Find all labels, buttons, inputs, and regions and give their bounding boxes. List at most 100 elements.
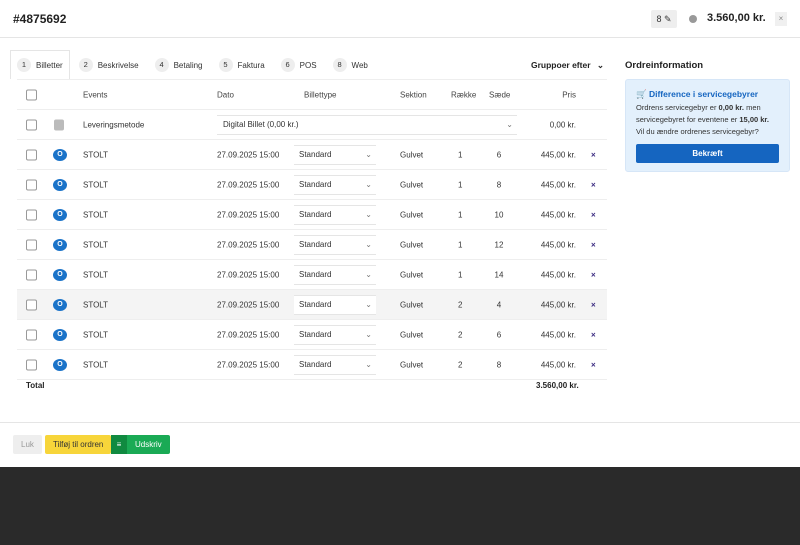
ticket-icon: ✎ (663, 14, 672, 24)
alert-text-3: Vil du ændre ordrenes servicegebyr? (636, 127, 759, 136)
status-dot (689, 15, 697, 23)
ticket-price: 445,00 kr. (540, 240, 576, 249)
order-fee: 0,00 kr. (718, 103, 744, 112)
chevron-down-icon: ⌄ (365, 209, 372, 219)
tab-beskrivelse[interactable]: 2 Beskrivelse (72, 50, 146, 79)
ticket-price: 445,00 kr. (540, 330, 576, 339)
close-button[interactable]: Luk (13, 435, 42, 454)
tab-web[interactable]: 8 Web (326, 50, 375, 79)
ticket-type-select[interactable]: Standard ⌄ (294, 174, 376, 195)
remove-icon[interactable]: × (591, 210, 596, 219)
ticket-type-select[interactable]: Standard ⌄ (294, 354, 376, 375)
row-checkbox[interactable] (26, 239, 37, 250)
event-date: 27.09.2025 15:00 (217, 150, 280, 159)
event-date: 27.09.2025 15:00 (217, 180, 280, 189)
event-name: STOLT (83, 330, 109, 339)
tab-count: 8 (332, 58, 347, 72)
seat-number: 6 (496, 330, 502, 339)
tab-faktura[interactable]: 5 Faktura (212, 50, 272, 79)
tab-label: Faktura (237, 60, 265, 70)
ticket-type-value: Standard (299, 209, 332, 219)
order-info-panel: Ordreinformation 🛒 Difference i serviceg… (625, 60, 790, 172)
row-checkbox[interactable] (26, 359, 37, 370)
delivery-select[interactable]: Digital Billet (0,00 kr.) ⌄ (217, 114, 517, 135)
col-date: Dato (217, 90, 234, 99)
row-checkbox[interactable] (26, 149, 37, 160)
tab-label: Billetter (36, 60, 63, 70)
seat-number: 4 (496, 300, 502, 309)
row-number: 1 (458, 210, 463, 219)
col-section: Sektion (400, 90, 427, 99)
chevron-down-icon: ⌄ (365, 269, 372, 279)
ticket-type-select[interactable]: Standard ⌄ (294, 144, 376, 165)
table-row: O STOLT 27.09.2025 15:00 Standard ⌄ Gulve… (17, 260, 607, 290)
ticket-type-value: Standard (299, 359, 332, 369)
remove-icon[interactable]: × (591, 180, 596, 189)
print-button[interactable]: ≡ Udskriv (111, 435, 170, 454)
remove-icon[interactable]: × (591, 240, 596, 249)
total-label: Total (26, 381, 45, 390)
seat-number: 14 (494, 270, 504, 279)
tab-label: POS (299, 60, 317, 70)
seat-number: 6 (496, 150, 502, 159)
remove-icon[interactable]: × (591, 330, 596, 339)
ticket-type-select[interactable]: Standard ⌄ (294, 264, 376, 285)
ticket-status-badge: O (53, 238, 67, 251)
tab-billetter[interactable]: 1 Billetter (10, 50, 70, 79)
chevron-down-icon: ⌄ (506, 119, 513, 129)
chevron-down-icon: ⌄ (365, 239, 372, 249)
tickets-table: Events Dato Billettype Sektion Række Sæd… (17, 79, 607, 380)
row-checkbox[interactable] (26, 269, 37, 280)
section: Gulvet (400, 270, 424, 279)
col-events: Events (83, 90, 108, 99)
tab-betaling[interactable]: 4 Betaling (148, 50, 210, 79)
ticket-price: 445,00 kr. (540, 150, 576, 159)
table-row: O STOLT 27.09.2025 15:00 Standard ⌄ Gulve… (17, 200, 607, 230)
row-number: 2 (458, 330, 463, 339)
ticket-status-badge: O (53, 208, 67, 221)
remove-icon[interactable]: × (591, 360, 596, 369)
ticket-price: 445,00 kr. (540, 360, 576, 369)
col-seat: Sæde (489, 90, 511, 99)
col-price: Pris (562, 90, 576, 99)
chevron-down-icon: ⌄ (365, 359, 372, 369)
ticket-status-badge: O (53, 358, 67, 371)
chevron-down-icon: ⌄ (365, 149, 372, 159)
row-checkbox[interactable] (26, 119, 37, 130)
ticket-type-value: Standard (299, 239, 332, 249)
tab-pos[interactable]: 6 POS (274, 50, 324, 79)
row-checkbox[interactable] (26, 299, 37, 310)
total-value: 3.560,00 kr. (536, 381, 579, 390)
delivery-value: Digital Billet (0,00 kr.) (223, 119, 299, 129)
add-to-order-button[interactable]: Tilføj til ordren (45, 435, 112, 454)
ticket-type-select[interactable]: Standard ⌄ (294, 204, 376, 225)
event-name: STOLT (83, 180, 109, 189)
row-number: 1 (458, 150, 463, 159)
remove-icon[interactable]: × (591, 300, 596, 309)
row-checkbox[interactable] (26, 179, 37, 190)
ticket-type-select[interactable]: Standard ⌄ (294, 324, 376, 345)
ticket-price: 445,00 kr. (540, 180, 576, 189)
ticket-type-value: Standard (299, 329, 332, 339)
group-by-dropdown[interactable]: Gruppoer efter ⌄ (531, 60, 604, 71)
table-row: O STOLT 27.09.2025 15:00 Standard ⌄ Gulve… (17, 140, 607, 170)
ticket-type-select[interactable]: Standard ⌄ (294, 294, 376, 315)
close-icon[interactable]: × (775, 12, 787, 26)
ticket-price: 445,00 kr. (540, 270, 576, 279)
remove-icon[interactable]: × (591, 150, 596, 159)
tab-count: 4 (154, 58, 169, 72)
row-number: 1 (458, 180, 463, 189)
row-checkbox[interactable] (26, 329, 37, 340)
ticket-type-select[interactable]: Standard ⌄ (294, 234, 376, 255)
remove-icon[interactable]: × (591, 270, 596, 279)
tab-count: 2 (78, 58, 93, 72)
col-row: Række (451, 90, 477, 99)
table-row: O STOLT 27.09.2025 15:00 Standard ⌄ Gulve… (17, 350, 607, 380)
row-checkbox[interactable] (26, 209, 37, 220)
tab-count: 1 (17, 58, 31, 72)
ticket-type-value: Standard (299, 149, 332, 159)
confirm-button[interactable]: Bekræft (636, 144, 779, 163)
select-all-checkbox[interactable] (26, 89, 37, 100)
section: Gulvet (400, 240, 424, 249)
tab-count: 5 (218, 58, 233, 72)
